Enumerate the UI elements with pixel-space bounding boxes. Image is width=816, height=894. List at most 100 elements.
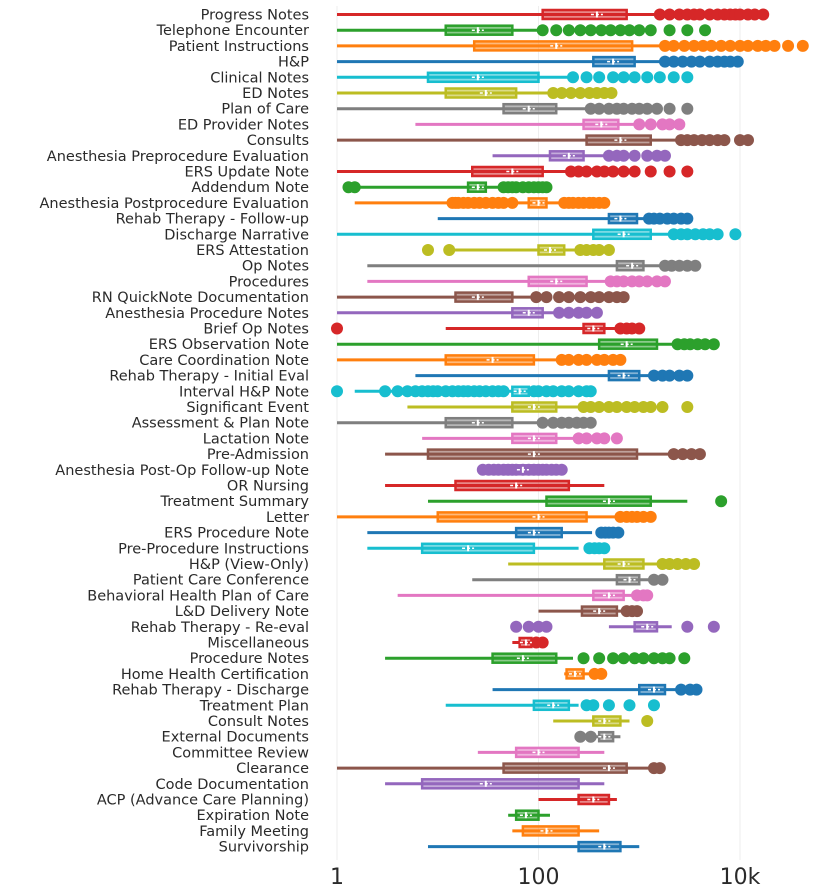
iqr-box [502, 464, 540, 476]
category-label: Interval H&P Note [179, 384, 309, 400]
category-label: Family Meeting [199, 824, 309, 840]
box-46 [574, 730, 621, 743]
category-label: RN QuickNote Documentation [92, 290, 309, 306]
outlier-point [607, 71, 620, 84]
outlier-point [610, 432, 623, 445]
category-label: Home Health Certification [121, 667, 309, 683]
category-label: Anesthesia Postprocedure Evaluation [40, 196, 309, 212]
outlier-point [641, 71, 654, 84]
outlier-point [598, 165, 611, 178]
outlier-point [593, 401, 606, 413]
outlier-point [587, 699, 600, 712]
category-label: Significant Event [186, 400, 309, 416]
box-32 [337, 510, 657, 523]
box-49 [385, 778, 605, 790]
outlier-point [580, 432, 593, 445]
outlier-point [574, 291, 587, 304]
outlier-point [697, 39, 710, 52]
iqr-box [638, 683, 667, 696]
category-label: Clinical Notes [210, 70, 309, 86]
box-45 [553, 715, 654, 727]
outlier-point [631, 605, 644, 618]
category-label: Progress Notes [201, 8, 309, 24]
box-29 [476, 463, 568, 476]
outlier-point [729, 228, 742, 241]
outlier-point [617, 291, 630, 304]
outlier-point [637, 652, 650, 665]
category-label: Rehab Therapy - Follow-up [116, 212, 309, 228]
outlier-point [715, 495, 728, 508]
x-tick-label: 100 [518, 865, 560, 890]
outlier-point [593, 291, 606, 304]
outlier-point [681, 401, 694, 413]
outlier-point [607, 652, 620, 665]
category-label: External Documents [162, 730, 309, 746]
outlier-point [641, 102, 654, 115]
box-50 [538, 793, 617, 806]
box-27 [422, 432, 623, 445]
box-17 [367, 275, 671, 288]
category-label: Consults [247, 133, 309, 149]
box-0 [337, 8, 770, 21]
box-44 [445, 699, 660, 712]
category-label: Procedure Notes [190, 651, 309, 667]
outlier-point [617, 71, 630, 84]
outlier-point [577, 652, 590, 665]
category-label: Survivorship [219, 840, 309, 856]
x-tick-label: 10k [720, 865, 761, 890]
outlier-point [663, 369, 676, 382]
category-label: Op Notes [242, 259, 309, 275]
outlier-point [633, 322, 646, 335]
outlier-point [633, 24, 646, 37]
box-43 [492, 683, 703, 696]
outlier-point [796, 39, 809, 52]
outlier-point [653, 8, 666, 21]
outlier-point [553, 306, 566, 319]
category-label: Rehab Therapy - Discharge [112, 683, 309, 699]
outlier-point [602, 244, 615, 256]
box-14 [337, 228, 742, 241]
outlier-point [547, 416, 560, 429]
category-label: Committee Review [172, 745, 309, 761]
outlier-point [580, 353, 593, 366]
box-30 [385, 479, 605, 492]
outlier-point [663, 24, 676, 37]
outlier-point [497, 385, 510, 398]
outlier-point [536, 636, 549, 649]
outlier-point [595, 667, 608, 680]
outlier-point [633, 118, 646, 131]
box-1 [337, 24, 712, 37]
iqr-box [633, 621, 659, 633]
outlier-point [540, 291, 553, 304]
category-label: OR Nursing [227, 479, 309, 495]
category-label: Code Documentation [155, 777, 309, 793]
category-label: Discharge Narrative [164, 227, 309, 243]
category-label: Rehab Therapy - Initial Eval [109, 369, 309, 385]
box-34 [367, 542, 611, 555]
box-48 [337, 762, 666, 775]
outlier-point [348, 181, 361, 194]
outlier-point [681, 24, 694, 37]
outlier-point [690, 683, 703, 696]
outlier-point [331, 322, 343, 335]
outlier-point [604, 24, 617, 37]
outlier-point [685, 448, 698, 461]
outlier-point [650, 102, 663, 115]
outlier-point [617, 149, 630, 162]
outlier-point [681, 212, 694, 225]
outlier-point [647, 652, 660, 665]
category-label: Treatment Plan [199, 698, 309, 714]
outlier-point [612, 526, 625, 539]
box-25 [407, 401, 694, 413]
box-31 [427, 495, 728, 508]
box-11 [342, 181, 553, 194]
iqr-box [420, 778, 580, 790]
outlier-point [693, 8, 706, 21]
box-33 [367, 526, 625, 539]
outlier-point [562, 24, 575, 37]
iqr-box [454, 291, 514, 303]
box-38 [538, 605, 644, 618]
iqr-box [585, 134, 652, 146]
category-label: ERS Procedure Note [164, 526, 309, 542]
outlier-point [663, 118, 676, 131]
